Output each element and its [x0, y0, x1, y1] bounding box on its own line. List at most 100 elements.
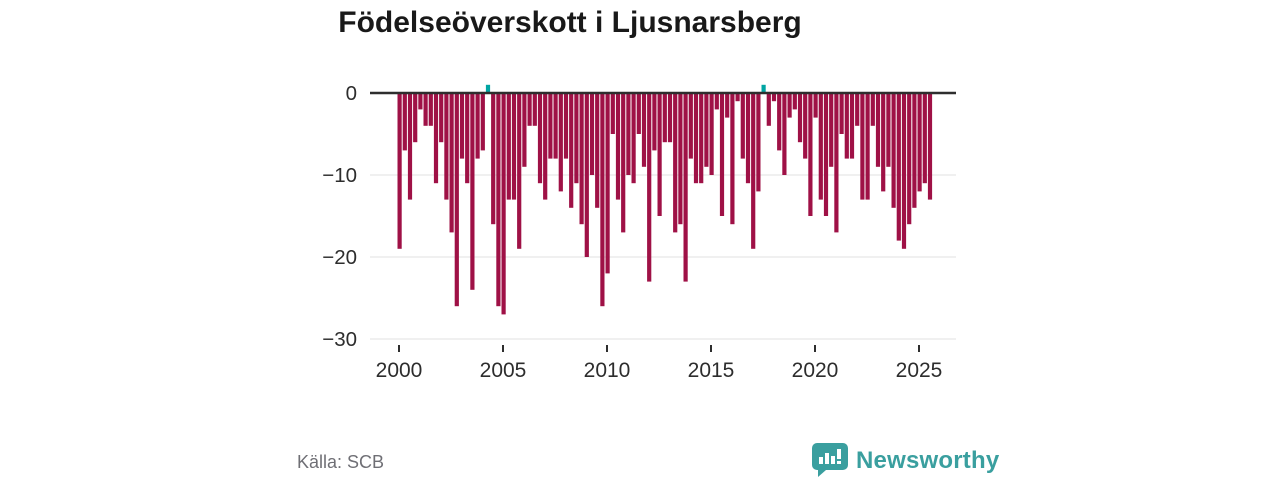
bar — [714, 93, 719, 110]
bar — [688, 93, 693, 159]
bar — [631, 93, 636, 184]
bar — [870, 93, 875, 126]
bar — [844, 93, 849, 159]
bar — [439, 93, 444, 143]
bar — [777, 93, 782, 151]
bar — [449, 93, 454, 233]
bar — [527, 93, 532, 126]
bar — [740, 93, 745, 159]
bar — [511, 93, 517, 200]
bar — [683, 93, 688, 282]
x-tick-label: 2010 — [584, 359, 631, 382]
bar — [917, 93, 922, 192]
bar — [818, 93, 823, 200]
y-tick-label: −20 — [322, 246, 357, 269]
bar — [543, 93, 548, 200]
bar — [459, 93, 465, 159]
bar — [522, 93, 527, 167]
bar-chart: 0 −10 −20 −30 2000 2005 2010 2015 2020 2025 — [322, 82, 956, 382]
bar — [595, 93, 600, 208]
bar — [558, 93, 563, 192]
bar — [584, 93, 589, 257]
bar — [839, 93, 844, 134]
bar — [657, 93, 662, 216]
x-tick-label: 2005 — [480, 359, 527, 382]
source-note: Källa: SCB — [297, 452, 385, 472]
bar — [444, 93, 449, 200]
bar — [886, 93, 891, 167]
bar — [496, 93, 501, 307]
bar — [569, 93, 574, 208]
brand-logo: Newsworthy — [812, 443, 999, 478]
bar — [621, 93, 626, 233]
bar — [896, 93, 901, 241]
bar — [907, 93, 912, 225]
bar — [485, 84, 491, 93]
bar — [553, 93, 558, 159]
bar — [532, 93, 537, 126]
bar — [860, 93, 865, 200]
bar — [829, 93, 834, 167]
bar — [745, 93, 751, 184]
bar — [787, 93, 792, 118]
bar — [610, 93, 615, 134]
bar — [782, 93, 787, 175]
bar — [563, 93, 569, 159]
bar — [823, 93, 829, 216]
bar — [667, 93, 673, 143]
bar — [766, 93, 771, 126]
bar — [771, 93, 777, 102]
bar — [470, 93, 475, 290]
bar — [751, 93, 756, 249]
bar — [423, 93, 428, 126]
bar — [574, 93, 579, 184]
bar — [647, 93, 652, 282]
bar — [704, 93, 709, 167]
bar — [881, 93, 886, 192]
bar — [662, 93, 667, 143]
bar — [589, 93, 595, 175]
chart-title: Födelseöverskott i Ljusnarsberg — [338, 6, 802, 39]
bar — [579, 93, 584, 225]
y-tick-label: 0 — [346, 82, 357, 105]
bar — [537, 93, 543, 184]
bar — [719, 93, 725, 216]
bar — [475, 93, 480, 159]
bar — [678, 93, 683, 225]
bar — [875, 93, 881, 167]
bar — [834, 93, 839, 233]
bar — [849, 93, 855, 159]
x-tick-label: 2015 — [688, 359, 735, 382]
bar — [517, 93, 522, 249]
bar — [855, 93, 860, 126]
bar — [730, 93, 735, 225]
bar — [808, 93, 813, 216]
bar — [433, 93, 439, 184]
bar — [725, 93, 730, 118]
bar — [641, 93, 647, 167]
bar — [480, 93, 485, 151]
bar — [865, 93, 870, 200]
bar — [901, 93, 907, 249]
bar — [673, 93, 678, 233]
bar — [418, 93, 423, 110]
bar — [756, 93, 761, 192]
bar — [454, 93, 459, 307]
speech-bubble-bar-chart-icon — [812, 443, 848, 477]
y-tick-label: −30 — [322, 328, 357, 351]
bar — [491, 93, 496, 225]
y-tick-label: −10 — [322, 164, 357, 187]
bar — [652, 93, 657, 151]
x-tick-label: 2000 — [376, 359, 423, 382]
bar — [891, 93, 896, 208]
bar — [626, 93, 631, 175]
bar — [636, 93, 641, 134]
bar — [413, 93, 418, 143]
bar — [600, 93, 605, 307]
bar — [761, 84, 766, 93]
x-tick-label: 2020 — [792, 359, 839, 382]
bar — [407, 93, 413, 200]
bar — [506, 93, 511, 200]
bar — [912, 93, 917, 208]
